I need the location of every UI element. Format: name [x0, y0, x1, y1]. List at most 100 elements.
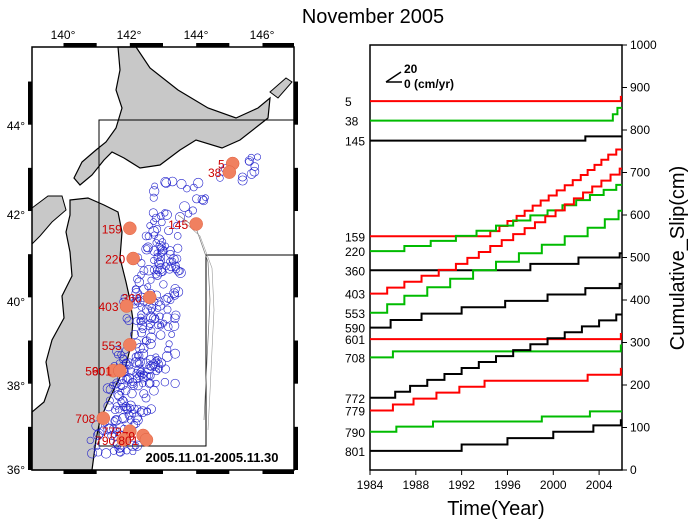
earthquake-circle: [117, 388, 125, 396]
station-label: 790: [95, 434, 115, 448]
y-tick-label: 1000: [630, 38, 657, 52]
series-station-label: 708: [345, 351, 365, 365]
earthquake-circle: [107, 431, 116, 440]
earthquake-circle: [147, 276, 155, 284]
earthquake-circle: [151, 213, 161, 223]
earthquake-circle: [123, 405, 132, 415]
series-station-label: 220: [345, 245, 365, 259]
earthquake-circle: [121, 386, 131, 396]
earthquake-circle: [165, 340, 173, 348]
frame-bar-top: [63, 43, 97, 47]
earthquake-circle: [169, 320, 180, 331]
earthquake-circle: [86, 436, 94, 445]
station-label: 38: [208, 166, 222, 180]
hokkaido-landmass: [73, 46, 271, 186]
earthquake-circle: [130, 330, 140, 339]
earthquake-circle: [124, 316, 133, 326]
earthquake-circle: [131, 288, 142, 299]
earthquake-circle: [144, 364, 154, 375]
earthquake-circle: [117, 396, 129, 408]
frame-bar-bottom: [63, 470, 97, 474]
x-axis-ticks: 1984 1988 1992 1996 2000 2004: [357, 470, 613, 492]
earthquake-circle: [134, 277, 145, 287]
earthquake-circle: [164, 226, 174, 236]
earthquake-circle: [170, 378, 180, 388]
earthquake-circle: [146, 404, 156, 414]
station-marker: [126, 251, 140, 266]
map-panel: 5381451592203604035535906017087727797908…: [7, 28, 298, 477]
earthquake-circle: [118, 354, 128, 364]
earthquake-circle: [202, 194, 209, 202]
earthquake-circle: [125, 361, 134, 370]
earthquake-circle: [141, 393, 151, 403]
earthquake-circle: [184, 209, 193, 218]
earthquake-circle: [87, 448, 98, 459]
x-tick-label: 1996: [494, 478, 521, 492]
series-line: [370, 410, 622, 433]
earthquake-circle: [146, 312, 157, 323]
earthquake-circle: [168, 254, 179, 265]
earthquake-circle: [216, 174, 224, 182]
earthquake-circle: [131, 412, 142, 423]
earthquake-circle: [144, 232, 153, 241]
earthquake-circle: [157, 322, 164, 330]
earthquake-circle: [142, 304, 152, 315]
earthquake-circle: [173, 266, 183, 276]
station-marker: [142, 290, 157, 305]
frame-bar-top: [129, 43, 163, 47]
station-label: 601: [92, 365, 112, 379]
lat-tick-label: 38°: [7, 379, 25, 393]
earthquake-circle: [238, 172, 247, 182]
earthquake-circle: [148, 225, 159, 237]
earthquake-circle: [190, 183, 198, 192]
series-line: [370, 252, 622, 272]
x-axis-label: Time(Year): [447, 498, 544, 520]
earthquake-circle: [161, 178, 172, 188]
earthquake-circle: [112, 415, 120, 423]
lon-tick-label: 142°: [117, 28, 142, 42]
slip-chart: 1984 1988 1992 1996 2000 2004 010020030040050…: [345, 38, 689, 520]
earthquake-circle: [94, 428, 105, 439]
frame-bar-bottom: [129, 470, 163, 474]
series-station-label: 5: [345, 95, 352, 109]
earthquake-circle: [91, 420, 102, 431]
earthquake-circle: [137, 303, 146, 311]
series-line: [370, 209, 622, 314]
earthquake-circle: [173, 232, 182, 240]
earthquake-circle: [145, 323, 153, 331]
earthquake-circle: [151, 182, 159, 190]
y-tick-label: 300: [630, 336, 650, 350]
series-line: [370, 333, 622, 341]
x-tick-label: 1992: [448, 478, 475, 492]
earthquake-circle: [156, 252, 166, 262]
station-label: 553: [102, 339, 122, 353]
lon-tick-label: 140°: [51, 28, 76, 42]
y-tick-label: 100: [630, 421, 650, 435]
earthquake-circle: [171, 310, 181, 320]
earthquake-circle: [197, 194, 207, 205]
earthquake-circle: [155, 366, 163, 373]
station-marker: [113, 363, 127, 378]
earthquake-circle: [138, 374, 148, 383]
earthquake-circle: [192, 194, 202, 204]
series-station-label: 553: [345, 307, 365, 321]
series-line: [370, 148, 622, 238]
series-line: [370, 167, 622, 295]
station-label: 220: [105, 253, 125, 267]
frame-bar-bottom: [196, 470, 230, 474]
earthquake-circle: [154, 305, 162, 313]
earthquake-circle: [153, 356, 162, 365]
earthquake-circle: [153, 265, 162, 275]
earthquake-circle: [149, 386, 159, 396]
earthquake-circle: [127, 440, 138, 452]
y-tick-label: 500: [630, 251, 650, 265]
earthquake-circle: [114, 391, 125, 401]
earthquake-circle: [125, 358, 134, 367]
earthquake-circle: [167, 176, 178, 187]
earthquake-circle: [153, 225, 162, 234]
series-station-label: 360: [345, 264, 365, 278]
earthquake-circle: [237, 175, 248, 186]
earthquake-circle: [150, 361, 161, 372]
earthquake-circle: [147, 361, 157, 372]
